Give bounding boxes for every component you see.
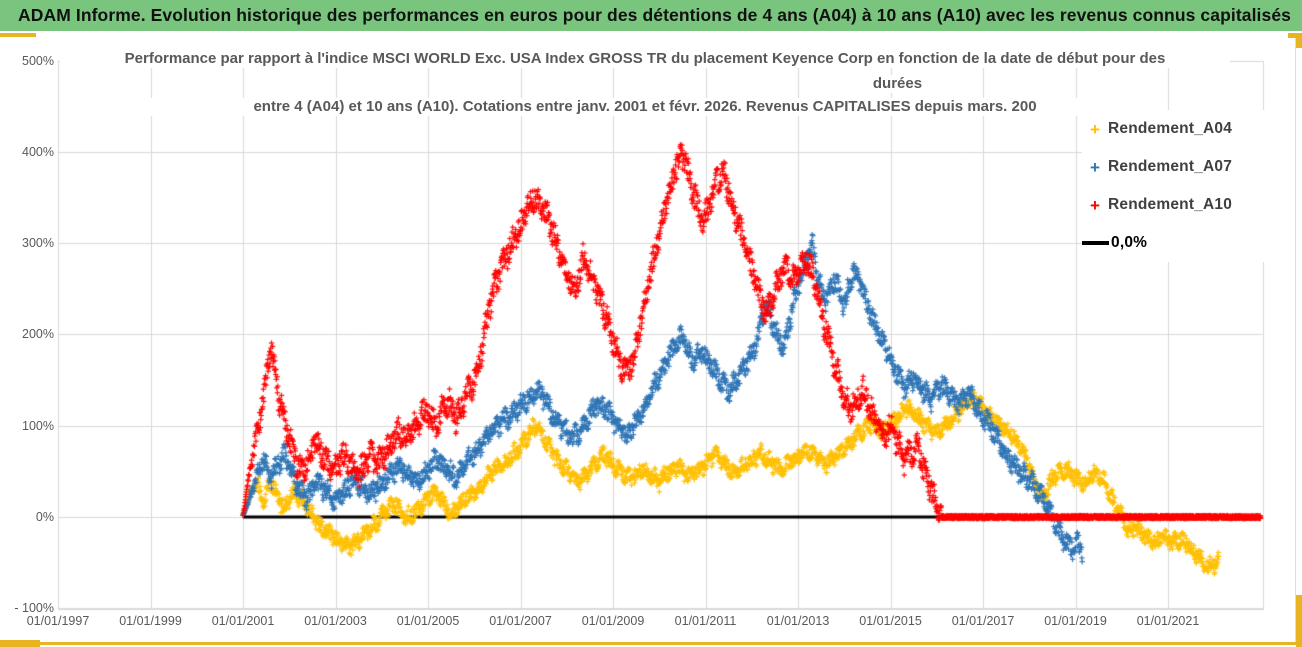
y-axis-tick-label: 500% <box>22 53 54 68</box>
y-axis-tick-label: 0% <box>35 510 54 524</box>
x-axis-tick-label: 01/01/2005 <box>396 614 460 628</box>
legend-item-zero-line: 0,0% <box>1082 224 1267 262</box>
y-axis-tick-label: 100% <box>22 418 54 433</box>
x-axis-tick-label: 01/01/1997 <box>26 614 90 628</box>
x-axis-tick-label: 01/01/2015 <box>859 614 922 628</box>
x-axis-tick-label: 01/01/2019 <box>1044 614 1107 628</box>
legend-item-rendement-a07: + Rendement_A07 <box>1082 148 1267 186</box>
chart-title-line2: durées <box>845 75 950 93</box>
x-axis-tick-label: 01/01/2021 <box>1136 614 1200 628</box>
gold-border-bottom-left <box>0 640 40 647</box>
x-axis-tick-label: 01/01/2011 <box>674 614 737 628</box>
chart-object-border <box>1295 34 1296 644</box>
y-axis-tick-label: 200% <box>22 327 54 342</box>
black-line-swatch-icon <box>1082 241 1109 245</box>
x-axis-tick-label: 01/01/2007 <box>489 614 552 628</box>
y-axis-tick-label: 400% <box>22 144 54 159</box>
legend-label: Rendement_A04 <box>1108 120 1233 137</box>
legend-label: 0,0% <box>1111 234 1148 251</box>
legend-item-rendement-a10: + Rendement_A10 <box>1082 186 1267 224</box>
x-axis-tick-label: 01/01/2017 <box>951 614 1015 628</box>
legend-item-rendement-a04: + Rendement_A04 <box>1082 110 1267 148</box>
x-axis-tick-label: 01/01/2001 <box>211 614 275 628</box>
plus-marker-icon: + <box>1090 119 1100 139</box>
legend-label: Rendement_A07 <box>1108 158 1233 175</box>
gold-border-top-left <box>0 33 36 37</box>
x-axis-tick-label: 01/01/2003 <box>304 614 367 628</box>
plus-marker-icon: + <box>1090 195 1100 215</box>
gold-border-top-right <box>1288 33 1302 38</box>
x-axis-tick-label: 01/01/2013 <box>766 614 830 628</box>
gold-border-top-right-side <box>1296 33 1302 48</box>
gold-border-bottom-right <box>1296 595 1302 647</box>
chart-title-line3: entre 4 (A04) et 10 ans (A10). Cotations… <box>150 98 1140 116</box>
y-axis-tick-label: - 100% <box>14 601 54 616</box>
gold-border-bottom <box>0 642 1302 645</box>
chart-legend: + Rendement_A04 + Rendement_A07 + Rendem… <box>1082 110 1267 262</box>
legend-label: Rendement_A10 <box>1108 196 1233 213</box>
x-axis-tick-label: 01/01/2009 <box>581 614 645 628</box>
plus-marker-icon: + <box>1090 157 1100 177</box>
chart-title-line1: Performance par rapport à l'indice MSCI … <box>60 50 1230 68</box>
x-axis-tick-label: 01/01/1999 <box>119 614 182 628</box>
y-axis-tick-label: 300% <box>22 236 54 251</box>
